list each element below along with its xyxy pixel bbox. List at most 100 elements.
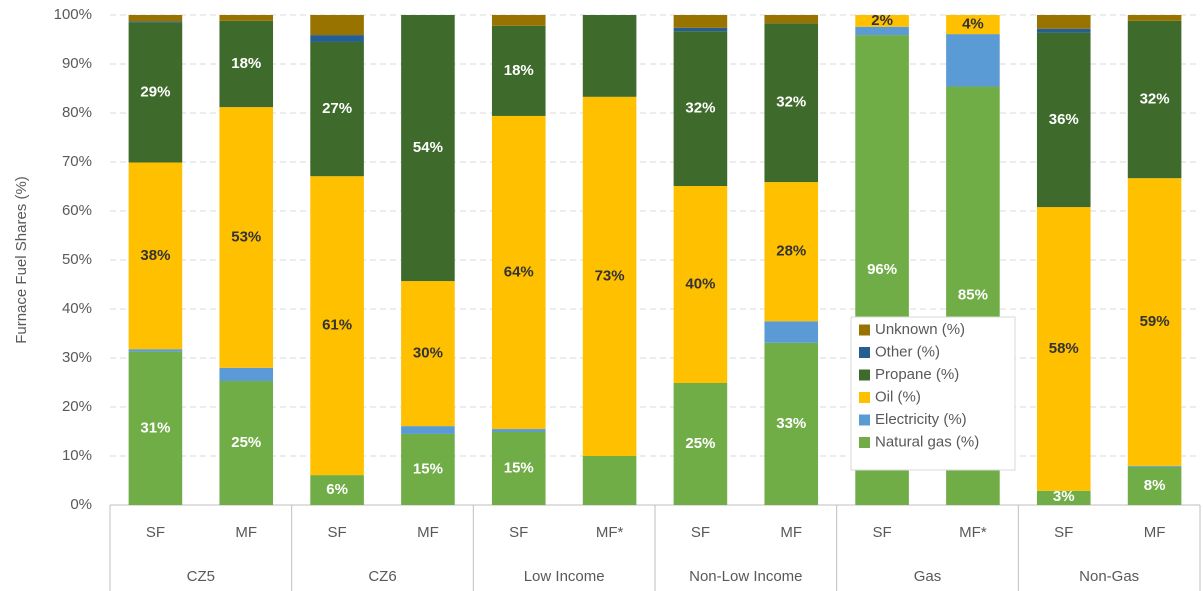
bar-segment [764,23,819,183]
bar-segment [1036,32,1091,208]
value-label: 25% [231,434,261,451]
bar-segment [582,96,637,456]
bar-segment [310,41,364,177]
bar-segment [946,34,1000,87]
bar-segment [673,27,728,32]
legend-label: Oil (%) [875,388,921,405]
value-label: 2% [871,12,893,29]
bar-segment [1127,465,1182,467]
bar-segment [491,15,546,26]
bar-segment [1036,15,1091,29]
bar-segment [310,475,364,505]
bar-segment [128,349,183,352]
y-tick-label: 40% [62,300,92,317]
y-tick-label: 60% [62,202,92,219]
bar-segment [673,15,728,28]
x-tick-label: MF* [959,524,987,541]
bar-segment [764,342,819,505]
bar-segment [219,15,274,21]
x-tick-label: SF [872,524,891,541]
legend: Unknown (%) Other (%) Propane (%) Oil (%) El… [850,316,1016,471]
value-label: 59% [1140,313,1170,330]
bar-segment [855,15,909,27]
value-label: 15% [504,459,534,476]
y-tick-label: 90% [62,55,92,72]
bar-segment [764,182,819,322]
x-tick-label: SF [691,524,710,541]
value-label: 64% [504,263,534,280]
value-label: 3% [1053,488,1075,505]
legend-label: Unknown (%) [875,321,965,338]
group-label: Non-Low Income [689,568,802,585]
bar-segment [219,107,274,368]
value-label: 18% [231,55,261,72]
group-label: Gas [914,568,942,585]
value-label: 58% [1049,340,1079,357]
value-label: 73% [595,267,625,284]
bar-segment [401,433,455,505]
bar-segment [219,367,274,382]
bar-segment [128,21,183,23]
x-tick-label: MF [1144,524,1166,541]
value-label: 29% [140,83,170,100]
y-tick-label: 50% [62,251,92,268]
value-label: 8% [1144,477,1166,494]
bar-segment [582,15,637,97]
y-axis-label: Furnace Fuel Shares (%) [13,176,30,344]
bar-segment [855,26,909,36]
bar-segment [219,381,274,505]
bar-segment [1127,20,1182,179]
x-tick-label: MF [780,524,802,541]
value-label: 33% [776,415,806,432]
bar-segment [401,15,455,282]
bar-segment [673,382,728,505]
value-label: 25% [685,435,715,452]
value-label: 96% [867,261,897,278]
bar-segment [1127,178,1182,466]
bar-segment [219,20,274,108]
bar-segment [1127,466,1182,505]
bar-segment [1036,207,1091,491]
value-label: 61% [322,317,352,334]
bar-segment [946,15,1000,35]
legend-label: Electricity (%) [875,411,967,428]
value-label: 32% [685,100,715,117]
bar-segment [128,22,183,163]
bar-segment [491,25,546,116]
y-tick-label: 10% [62,447,92,464]
y-tick-label: 80% [62,104,92,121]
bar-segment [673,186,728,383]
bar-segment [128,351,183,505]
value-label: 6% [326,481,348,498]
bar-segment [1127,15,1182,21]
group-label: CZ6 [368,568,396,585]
value-label: 32% [776,94,806,111]
y-tick-label: 20% [62,398,92,415]
bar-segment [128,162,183,350]
legend-swatch [859,369,870,381]
bar-segment [491,431,546,505]
value-label: 54% [413,139,443,156]
x-tick-label: SF [146,524,165,541]
group-label: Non-Gas [1079,568,1139,585]
y-tick-label: 0% [70,496,92,513]
x-tick-label: MF [235,524,257,541]
bar-segment [491,429,546,432]
group-label: CZ5 [187,568,215,585]
bar-segment [1036,490,1091,505]
bar-segment [764,15,819,24]
value-label: 28% [776,243,806,260]
legend-swatch [859,392,870,403]
group-label: Low Income [524,568,605,585]
bar-segment [1036,28,1091,33]
y-tick-label: 70% [62,153,92,170]
bar-segment [401,281,455,427]
legend-label: Natural gas (%) [875,433,979,450]
legend-label: Other (%) [875,343,940,360]
x-tick-label: MF* [596,524,624,541]
bar-segment [128,15,183,22]
legend-label: Propane (%) [875,366,959,383]
y-tick-label: 100% [54,6,92,23]
x-tick-label: MF [417,524,439,541]
bar-segment [491,115,546,430]
